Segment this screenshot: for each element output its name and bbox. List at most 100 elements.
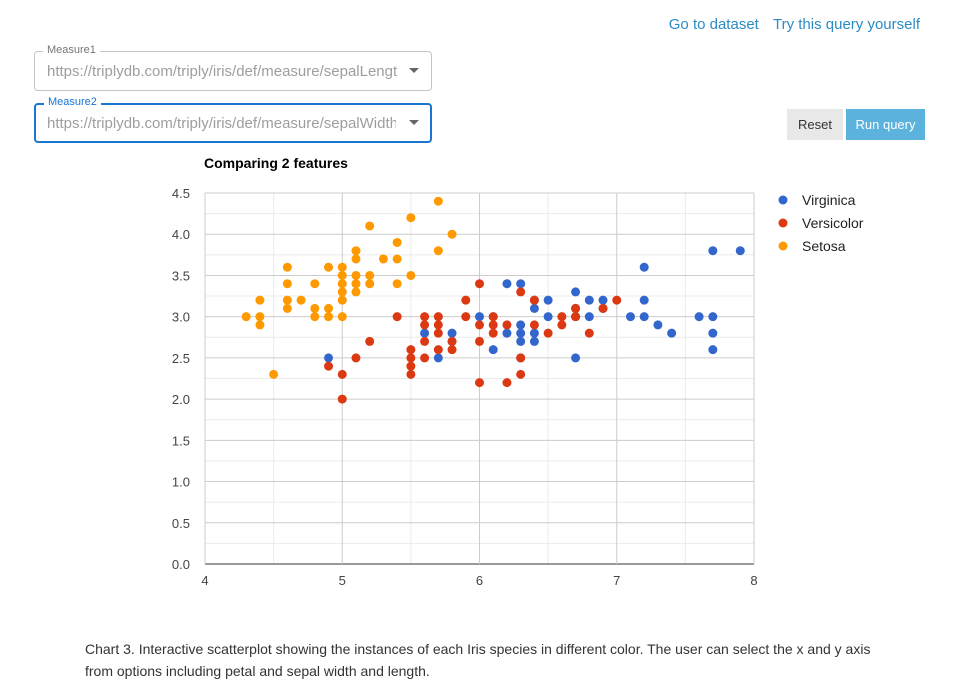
data-point-virginica[interactable] bbox=[653, 320, 663, 330]
data-point-virginica[interactable] bbox=[708, 312, 718, 322]
data-point-virginica[interactable] bbox=[529, 303, 539, 313]
data-point-virginica[interactable] bbox=[571, 287, 581, 297]
data-point-setosa[interactable] bbox=[351, 270, 361, 280]
data-point-virginica[interactable] bbox=[433, 353, 443, 363]
data-point-virginica[interactable] bbox=[516, 279, 526, 289]
data-point-versicolor[interactable] bbox=[406, 361, 416, 371]
data-point-virginica[interactable] bbox=[516, 320, 526, 330]
go-to-dataset-link[interactable]: Go to dataset bbox=[668, 16, 759, 33]
data-point-virginica[interactable] bbox=[516, 336, 526, 346]
data-point-versicolor[interactable] bbox=[516, 369, 526, 379]
data-point-virginica[interactable] bbox=[735, 246, 745, 256]
data-point-virginica[interactable] bbox=[324, 353, 334, 363]
data-point-versicolor[interactable] bbox=[337, 369, 347, 379]
data-point-setosa[interactable] bbox=[365, 270, 375, 280]
data-point-versicolor[interactable] bbox=[488, 328, 498, 338]
data-point-versicolor[interactable] bbox=[324, 361, 334, 371]
data-point-versicolor[interactable] bbox=[529, 320, 539, 330]
data-point-versicolor[interactable] bbox=[488, 312, 498, 322]
data-point-versicolor[interactable] bbox=[337, 394, 347, 404]
data-point-virginica[interactable] bbox=[475, 312, 484, 322]
data-point-virginica[interactable] bbox=[639, 312, 649, 322]
data-point-virginica[interactable] bbox=[543, 295, 553, 305]
data-point-setosa[interactable] bbox=[406, 270, 416, 280]
data-point-setosa[interactable] bbox=[351, 279, 361, 289]
data-point-setosa[interactable] bbox=[310, 279, 320, 289]
data-point-versicolor[interactable] bbox=[420, 353, 430, 363]
data-point-virginica[interactable] bbox=[708, 246, 718, 256]
data-point-versicolor[interactable] bbox=[461, 295, 471, 305]
data-point-versicolor[interactable] bbox=[502, 320, 512, 330]
data-point-virginica[interactable] bbox=[639, 295, 649, 305]
data-point-setosa[interactable] bbox=[337, 279, 347, 289]
data-point-virginica[interactable] bbox=[694, 312, 704, 322]
data-point-versicolor[interactable] bbox=[571, 312, 581, 322]
data-point-versicolor[interactable] bbox=[406, 353, 416, 363]
data-point-virginica[interactable] bbox=[529, 336, 539, 346]
data-point-virginica[interactable] bbox=[516, 328, 526, 338]
data-point-versicolor[interactable] bbox=[598, 303, 608, 313]
data-point-virginica[interactable] bbox=[598, 295, 608, 305]
data-point-setosa[interactable] bbox=[433, 246, 443, 256]
data-point-virginica[interactable] bbox=[639, 262, 649, 272]
data-point-versicolor[interactable] bbox=[447, 345, 457, 355]
data-point-versicolor[interactable] bbox=[475, 378, 484, 388]
data-point-versicolor[interactable] bbox=[475, 320, 484, 330]
data-point-versicolor[interactable] bbox=[365, 336, 375, 346]
data-point-setosa[interactable] bbox=[337, 312, 347, 322]
data-point-setosa[interactable] bbox=[282, 303, 292, 313]
data-point-setosa[interactable] bbox=[433, 196, 443, 206]
data-point-versicolor[interactable] bbox=[420, 320, 430, 330]
data-point-setosa[interactable] bbox=[351, 287, 361, 297]
data-point-virginica[interactable] bbox=[488, 345, 498, 355]
data-point-setosa[interactable] bbox=[282, 262, 292, 272]
data-point-versicolor[interactable] bbox=[433, 320, 443, 330]
data-point-virginica[interactable] bbox=[625, 312, 635, 322]
data-point-versicolor[interactable] bbox=[406, 345, 416, 355]
data-point-virginica[interactable] bbox=[571, 353, 581, 363]
data-point-setosa[interactable] bbox=[378, 254, 388, 264]
data-point-setosa[interactable] bbox=[255, 320, 265, 330]
data-point-setosa[interactable] bbox=[296, 295, 306, 305]
data-point-setosa[interactable] bbox=[241, 312, 251, 322]
data-point-setosa[interactable] bbox=[337, 287, 347, 297]
data-point-setosa[interactable] bbox=[365, 279, 375, 289]
data-point-virginica[interactable] bbox=[543, 312, 553, 322]
legend-label-versicolor[interactable]: Versicolor bbox=[802, 215, 864, 231]
data-point-setosa[interactable] bbox=[269, 369, 279, 379]
data-point-setosa[interactable] bbox=[351, 254, 361, 264]
data-point-versicolor[interactable] bbox=[516, 287, 526, 297]
data-point-versicolor[interactable] bbox=[557, 312, 567, 322]
data-point-setosa[interactable] bbox=[365, 221, 375, 231]
data-point-setosa[interactable] bbox=[337, 262, 347, 272]
data-point-versicolor[interactable] bbox=[433, 328, 443, 338]
data-point-virginica[interactable] bbox=[708, 328, 718, 338]
data-point-virginica[interactable] bbox=[584, 312, 594, 322]
data-point-versicolor[interactable] bbox=[557, 320, 567, 330]
data-point-versicolor[interactable] bbox=[543, 328, 553, 338]
data-point-versicolor[interactable] bbox=[475, 336, 484, 346]
measure2-select[interactable]: Measure2 https://triplydb.com/triply/iri… bbox=[34, 96, 432, 143]
data-point-versicolor[interactable] bbox=[433, 345, 443, 355]
data-point-versicolor[interactable] bbox=[433, 312, 443, 322]
data-point-virginica[interactable] bbox=[502, 328, 512, 338]
legend-label-virginica[interactable]: Virginica bbox=[802, 192, 856, 208]
data-point-versicolor[interactable] bbox=[612, 295, 622, 305]
reset-button[interactable]: Reset bbox=[787, 109, 843, 140]
data-point-versicolor[interactable] bbox=[502, 378, 512, 388]
data-point-setosa[interactable] bbox=[282, 279, 292, 289]
data-point-setosa[interactable] bbox=[392, 279, 402, 289]
data-point-versicolor[interactable] bbox=[516, 353, 526, 363]
data-point-setosa[interactable] bbox=[392, 254, 402, 264]
data-point-setosa[interactable] bbox=[310, 312, 320, 322]
measure1-select[interactable]: Measure1 https://triplydb.com/triply/iri… bbox=[34, 44, 432, 91]
data-point-virginica[interactable] bbox=[667, 328, 677, 338]
run-query-button[interactable]: Run query bbox=[846, 109, 925, 140]
data-point-versicolor[interactable] bbox=[420, 312, 430, 322]
data-point-setosa[interactable] bbox=[324, 262, 334, 272]
data-point-setosa[interactable] bbox=[324, 312, 334, 322]
chevron-down-icon[interactable] bbox=[409, 120, 419, 125]
data-point-setosa[interactable] bbox=[255, 312, 265, 322]
data-point-virginica[interactable] bbox=[420, 328, 430, 338]
data-point-setosa[interactable] bbox=[337, 295, 347, 305]
